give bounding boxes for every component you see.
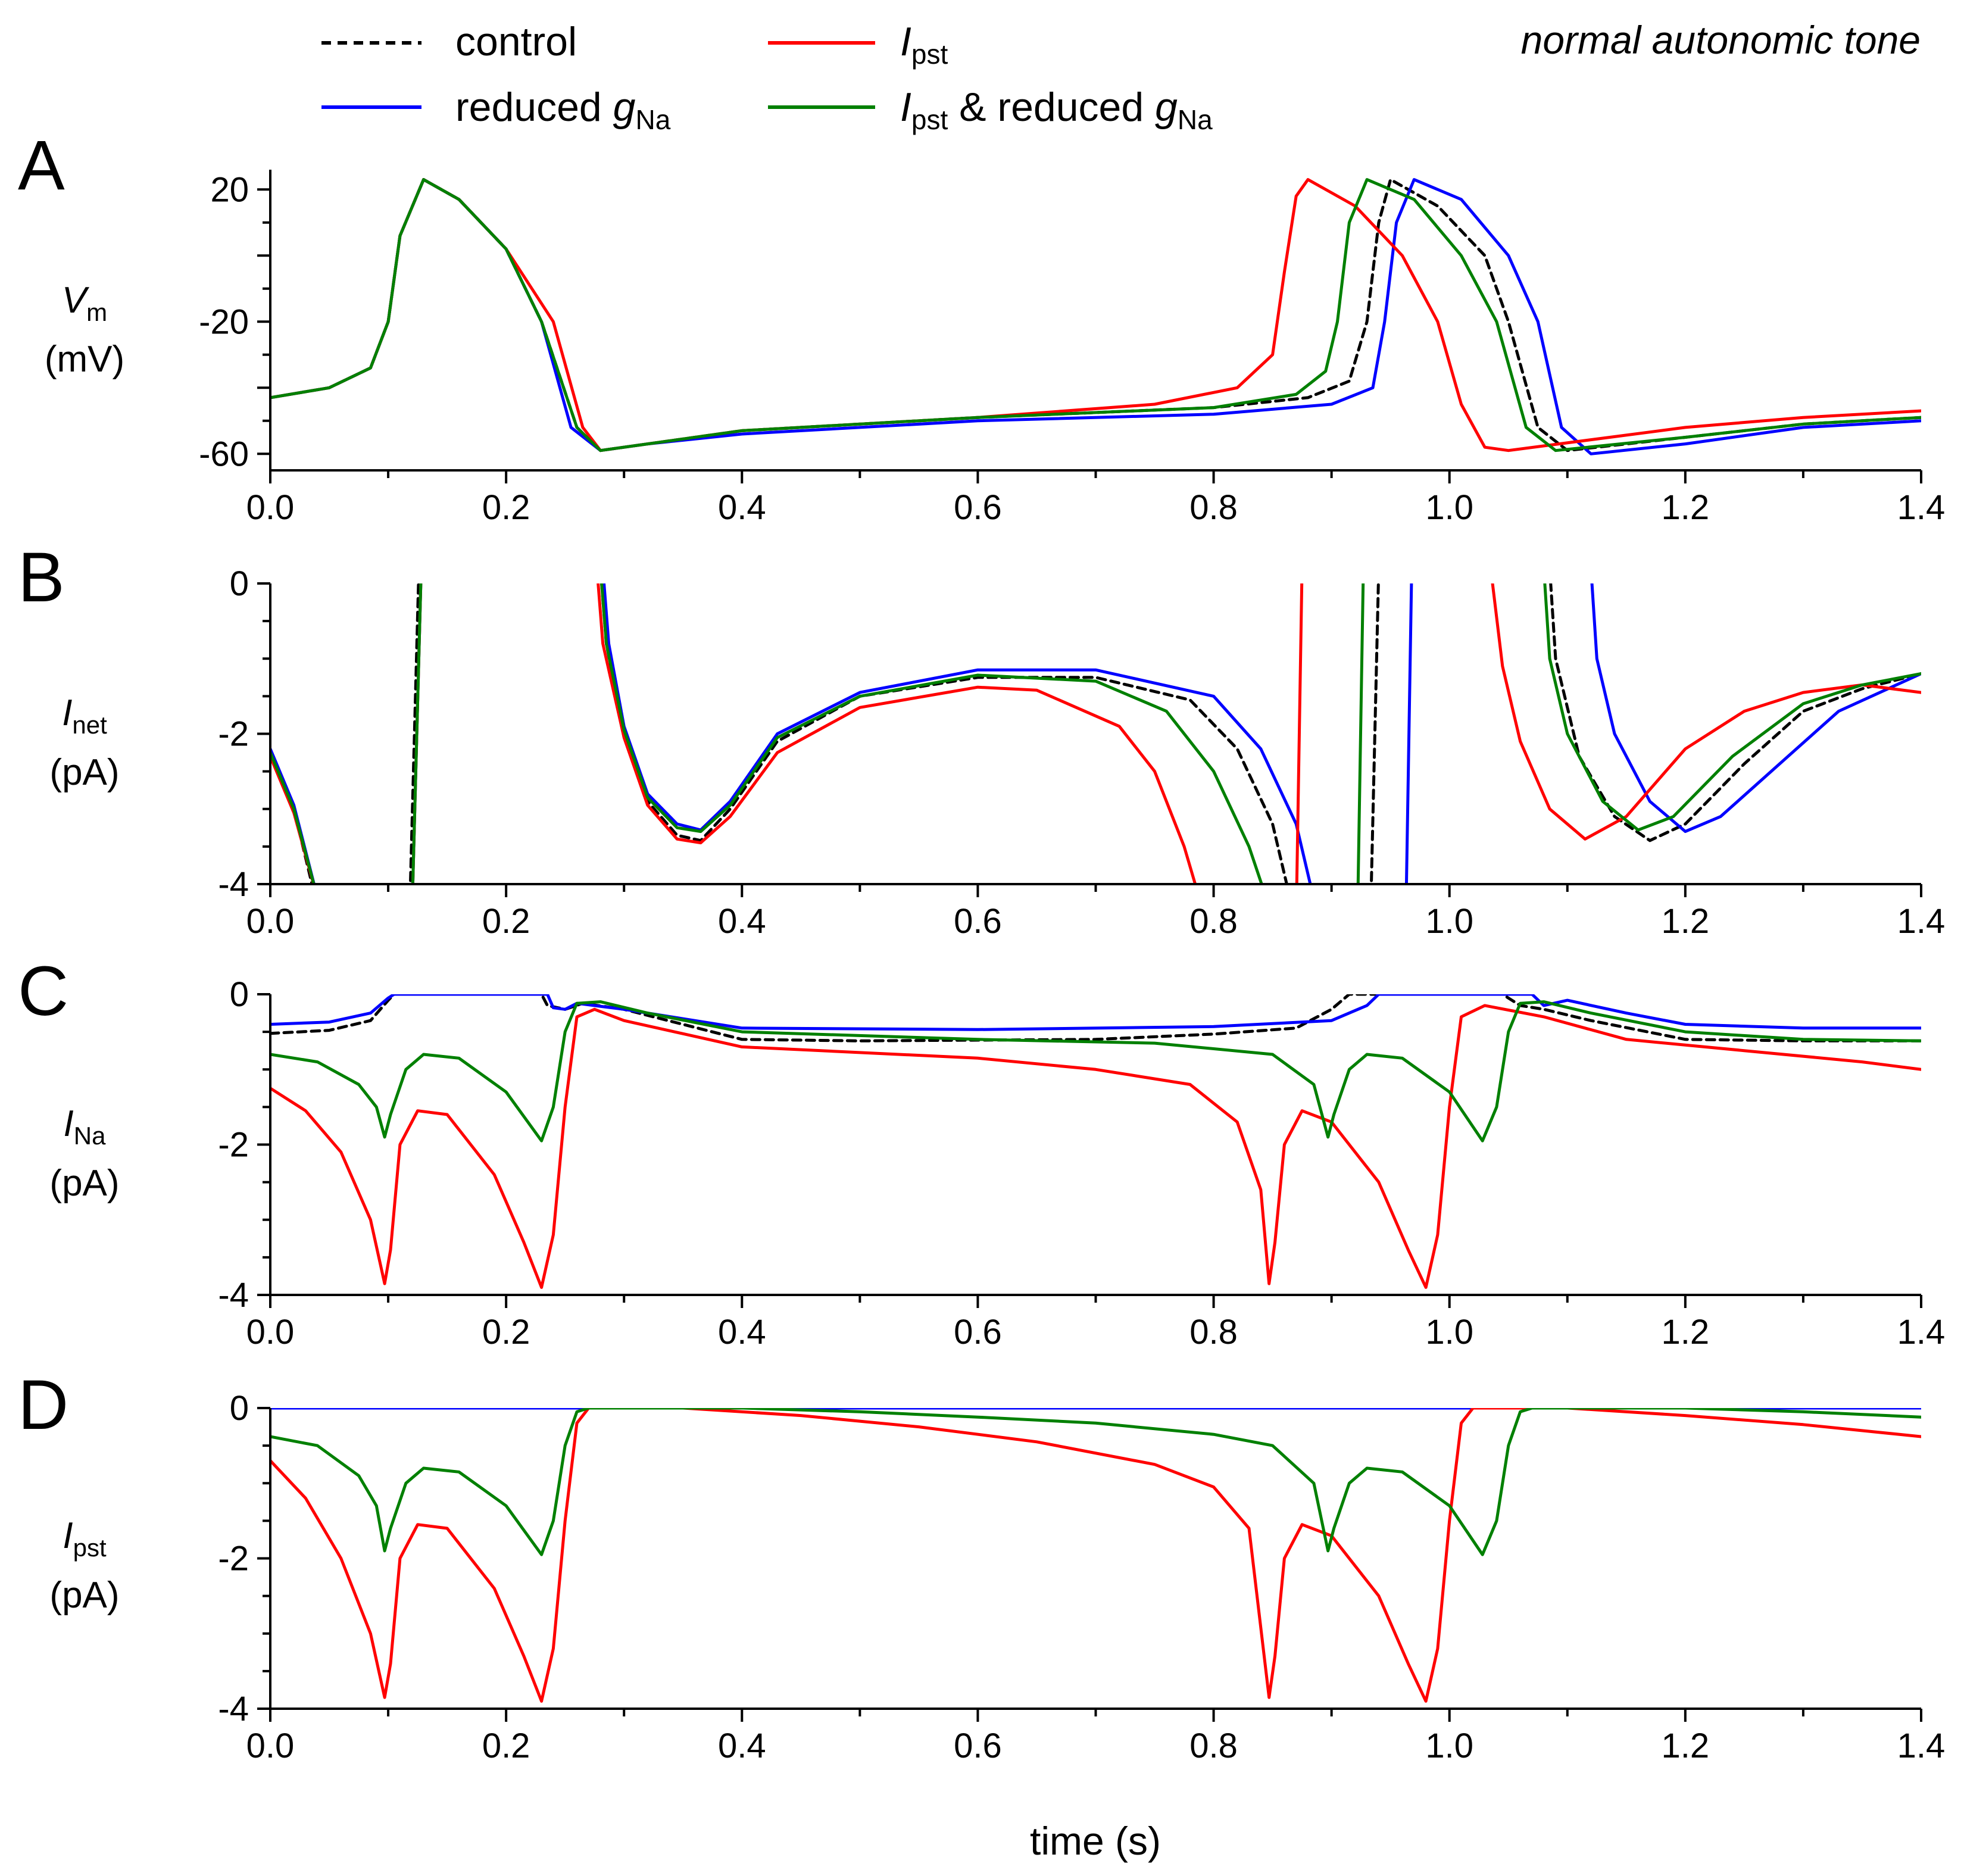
y-axis-label-a: Vm <box>62 280 107 326</box>
y-tick-label: -2 <box>218 1126 249 1165</box>
x-tick-label: 1.4 <box>1897 488 1946 527</box>
x-tick-label: 0.6 <box>954 902 1002 941</box>
legend-label-ipst: Ipst <box>900 19 948 70</box>
series-group-c <box>270 994 1921 1289</box>
x-tick-label: 1.2 <box>1662 488 1710 527</box>
series-group-a <box>270 178 1921 455</box>
x-tick-label: 0.0 <box>246 902 295 941</box>
plot-area-a: 0.0 0.2 0.4 0.6 0.8 1.0 1.2 1.4 20 -20 -60 <box>199 170 1945 527</box>
x-tick-label: 0.2 <box>482 488 530 527</box>
x-tick-label: 0.8 <box>1189 488 1238 527</box>
x-tick-label: 0.2 <box>482 1313 530 1351</box>
legend-label-control: control <box>455 19 577 64</box>
x-tick-label: 0.0 <box>246 1313 295 1351</box>
y-tick-label: 0 <box>230 975 249 1014</box>
y-axis-unit-c: (pA) <box>49 1163 119 1204</box>
x-tick-label: 1.0 <box>1425 488 1473 527</box>
series-line-ipst <box>270 1408 1921 1703</box>
x-tick-label: 0.6 <box>954 1313 1002 1351</box>
panel-letter-d: D <box>18 1366 68 1444</box>
x-tick-label: 1.2 <box>1662 902 1710 941</box>
x-tick-label: 0.8 <box>1189 902 1238 941</box>
y-axis-unit-a: (mV) <box>45 339 124 380</box>
series-group-b <box>270 583 1921 884</box>
series-line-ipst-reduced-gna <box>270 178 1921 452</box>
y-tick-label: 0 <box>230 564 249 603</box>
panel-d: D Ipst (pA) 0.0 0.2 0.4 0.6 0.8 1.0 1.2 1.4 0 -2 -… <box>18 1366 1945 1765</box>
series-line-ipst <box>270 1004 1921 1289</box>
series-line-reduced-gna <box>270 994 1921 1031</box>
series-line-control <box>270 994 1921 1042</box>
x-tick-label: 0.4 <box>718 1313 766 1351</box>
y-tick-label: -4 <box>218 1690 249 1728</box>
panel-letter-a: A <box>18 126 65 205</box>
plot-area-b: 0.0 0.2 0.4 0.6 0.8 1.0 1.2 1.4 0 -2 -4 <box>218 564 1945 941</box>
panel-letter-b: B <box>18 538 65 617</box>
x-tick-label: 0.0 <box>246 488 295 527</box>
y-tick-label: 20 <box>210 170 249 209</box>
panel-c: C INa (pA) 0.0 0.2 0.4 0.6 0.8 1.0 1.2 1.4 0 -2 -4 <box>18 952 1945 1351</box>
y-axis-label-c: INa <box>64 1103 107 1150</box>
series-line-ipst-reduced-gna <box>270 1000 1921 1143</box>
x-tick-label: 0.4 <box>718 1727 766 1765</box>
legend: control reduced gNa Ipst Ipst & reduced … <box>321 19 1213 135</box>
y-tick-label: -2 <box>218 1540 249 1578</box>
y-axis-label-b: Inet <box>62 692 107 739</box>
legend-label-ipst-reduced-gna: Ipst & reduced gNa <box>900 85 1213 135</box>
x-tick-label: 0.4 <box>718 488 766 527</box>
panel-a: A Vm (mV) 0.0 0.2 0.4 0.6 0.8 1.0 1.2 1.4 20 -20 -… <box>18 126 1945 527</box>
x-tick-label: 0.4 <box>718 902 766 941</box>
panel-letter-c: C <box>18 952 68 1031</box>
y-tick-label: -4 <box>218 1276 249 1315</box>
legend-label-reduced-gna: reduced gNa <box>455 85 671 135</box>
plot-area-d: 0.0 0.2 0.4 0.6 0.8 1.0 1.2 1.4 0 -2 -4 <box>218 1389 1945 1765</box>
x-tick-label: 0.8 <box>1189 1313 1238 1351</box>
series-line-ipst-reduced-gna <box>270 583 1921 884</box>
annotation-normal-autonomic-tone: normal autonomic tone <box>1521 18 1921 62</box>
x-tick-label: 1.4 <box>1897 1727 1946 1765</box>
series-line-ipst-reduced-gna <box>270 1408 1921 1556</box>
y-tick-label: -20 <box>199 302 249 341</box>
y-tick-label: 0 <box>230 1389 249 1428</box>
x-tick-label: 0.6 <box>954 488 1002 527</box>
x-tick-label: 0.0 <box>246 1727 295 1765</box>
y-axis-unit-d: (pA) <box>49 1575 119 1616</box>
y-tick-label: -4 <box>218 865 249 904</box>
x-tick-label: 1.4 <box>1897 1313 1946 1351</box>
x-tick-label: 1.4 <box>1897 902 1946 941</box>
x-tick-label: 1.2 <box>1662 1727 1710 1765</box>
x-tick-label: 1.0 <box>1425 902 1473 941</box>
x-tick-label: 1.0 <box>1425 1727 1473 1765</box>
y-tick-label: -60 <box>199 435 249 473</box>
x-axis-title: time (s) <box>1030 1819 1161 1863</box>
y-tick-label: -2 <box>218 715 249 754</box>
x-tick-label: 0.2 <box>482 902 530 941</box>
x-tick-label: 1.2 <box>1662 1313 1710 1351</box>
series-group-d <box>270 1408 1921 1703</box>
x-tick-label: 0.8 <box>1189 1727 1238 1765</box>
x-tick-label: 0.6 <box>954 1727 1002 1765</box>
panel-b: B Inet (pA) 0.0 0.2 0.4 0.6 0.8 1.0 1.2 1.4 0 -2 -… <box>18 538 1945 941</box>
x-tick-label: 1.0 <box>1425 1313 1473 1351</box>
x-tick-label: 0.2 <box>482 1727 530 1765</box>
y-axis-label-d: Ipst <box>63 1515 107 1562</box>
y-axis-unit-b: (pA) <box>49 752 119 793</box>
plot-area-c: 0.0 0.2 0.4 0.6 0.8 1.0 1.2 1.4 0 -2 -4 <box>218 975 1945 1351</box>
